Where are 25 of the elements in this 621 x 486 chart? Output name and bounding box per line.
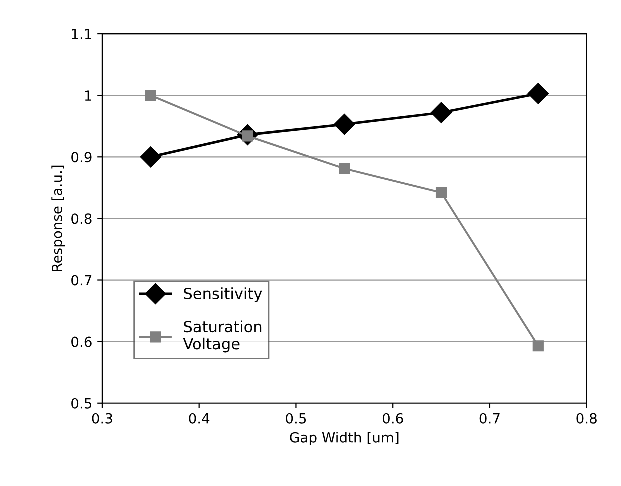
x-tick-label: 0.5 xyxy=(286,413,306,424)
y-tick-label: 0.7 xyxy=(72,275,92,286)
x-tick-label: 0.6 xyxy=(382,413,404,424)
legend-label: Sensitivity xyxy=(184,288,262,302)
y-tick-label: 0.6 xyxy=(72,336,92,348)
point xyxy=(431,102,452,124)
y-tick-label: 1 xyxy=(85,90,92,101)
x-axis-title: Gap Width [um] xyxy=(290,432,399,446)
point xyxy=(145,90,156,102)
point xyxy=(436,187,448,198)
point xyxy=(528,83,549,104)
y-tick-label: 1.1 xyxy=(72,29,92,40)
point xyxy=(140,146,162,168)
point xyxy=(334,114,356,136)
point xyxy=(532,340,544,352)
x-tick-label: 0.8 xyxy=(576,413,597,424)
x-tick-label: 0.3 xyxy=(92,413,112,424)
legend-label: Saturation Voltage xyxy=(183,320,262,353)
x-tick-label: 0.7 xyxy=(480,413,500,424)
y-tick-label: 0.5 xyxy=(72,398,92,409)
x-tick-label: 0.4 xyxy=(189,413,210,424)
y-tick-label: 0.8 xyxy=(72,214,92,224)
point xyxy=(339,163,350,174)
y-axis-title: Response [a.u.] xyxy=(52,166,66,272)
y-tick-label: 0.9 xyxy=(72,152,92,163)
